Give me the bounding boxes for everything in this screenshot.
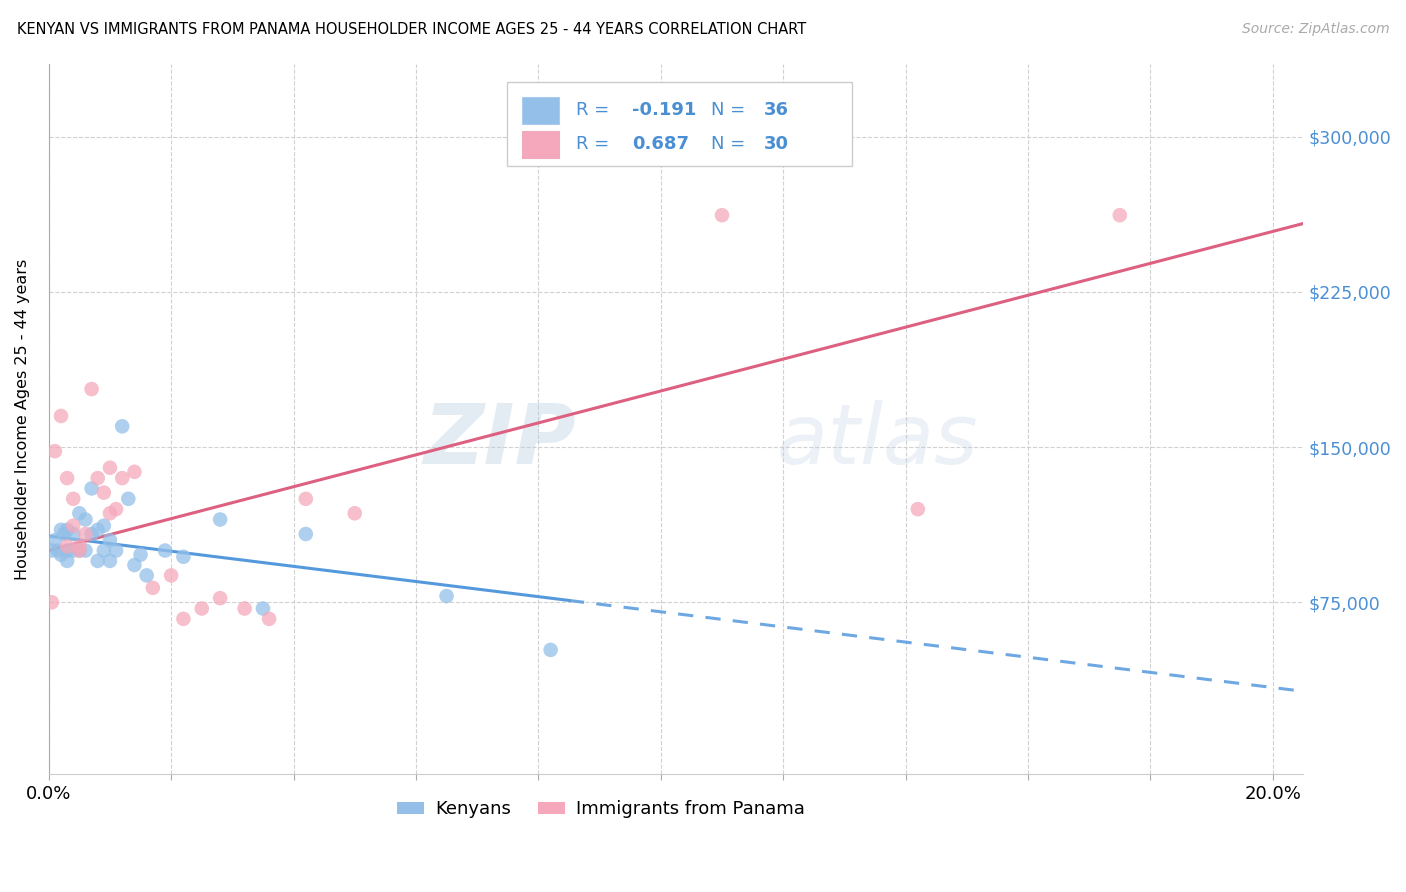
Point [75, 512, 97, 526]
FancyBboxPatch shape [522, 96, 560, 124]
Point [49, 548, 72, 562]
Point [86, 554, 108, 568]
Point [56, 471, 79, 485]
Point [67, 543, 90, 558]
Point [710, 208, 733, 222]
Point [98, 554, 121, 568]
Point [98, 506, 121, 520]
Point [56, 554, 79, 568]
Point [86, 471, 108, 485]
Point [111, 419, 134, 434]
Point [907, 502, 929, 516]
Point [190, 601, 212, 615]
Text: ZIP: ZIP [423, 400, 575, 481]
Point [142, 581, 165, 595]
Point [41, 595, 63, 609]
Point [93, 518, 115, 533]
Point [209, 591, 232, 606]
Point [257, 612, 280, 626]
Point [111, 471, 134, 485]
Point [67, 543, 90, 558]
Point [233, 601, 256, 615]
Point [56, 543, 79, 558]
Point [105, 502, 128, 516]
Point [67, 506, 90, 520]
Point [540, 643, 562, 657]
Point [436, 589, 458, 603]
Point [44, 444, 66, 458]
Text: -0.191: -0.191 [633, 101, 696, 120]
Point [62, 527, 84, 541]
FancyBboxPatch shape [506, 82, 852, 166]
Point [294, 527, 316, 541]
Point [98, 460, 121, 475]
Point [44, 533, 66, 548]
Point [105, 543, 128, 558]
Text: 36: 36 [763, 101, 789, 120]
Point [46, 543, 69, 558]
Point [93, 543, 115, 558]
Text: N =: N = [711, 101, 751, 120]
Point [62, 543, 84, 558]
Point [62, 518, 84, 533]
Text: R =: R = [575, 101, 614, 120]
Point [80, 382, 103, 396]
Point [49, 523, 72, 537]
Point [117, 491, 139, 506]
Point [172, 612, 194, 626]
Point [98, 533, 121, 548]
Legend: Kenyans, Immigrants from Panama: Kenyans, Immigrants from Panama [389, 793, 811, 825]
Point [294, 491, 316, 506]
Text: Source: ZipAtlas.com: Source: ZipAtlas.com [1241, 22, 1389, 37]
Point [343, 506, 366, 520]
Point [124, 465, 146, 479]
Point [172, 549, 194, 564]
Point [86, 523, 108, 537]
Point [153, 543, 176, 558]
Point [53, 527, 76, 541]
Point [135, 568, 157, 582]
Point [209, 512, 232, 526]
Text: KENYAN VS IMMIGRANTS FROM PANAMA HOUSEHOLDER INCOME AGES 25 - 44 YEARS CORRELATI: KENYAN VS IMMIGRANTS FROM PANAMA HOUSEHO… [17, 22, 806, 37]
Text: N =: N = [711, 136, 751, 153]
Point [75, 543, 97, 558]
Point [1108, 208, 1130, 222]
Point [67, 540, 90, 554]
Point [75, 527, 97, 541]
Text: 0.687: 0.687 [633, 136, 689, 153]
Point [62, 491, 84, 506]
Point [56, 523, 79, 537]
Text: atlas: atlas [776, 400, 979, 481]
Point [41, 543, 63, 558]
Point [252, 601, 274, 615]
Y-axis label: Householder Income Ages 25 - 44 years: Householder Income Ages 25 - 44 years [15, 259, 30, 580]
Point [129, 548, 152, 562]
Text: 30: 30 [763, 136, 789, 153]
Point [80, 527, 103, 541]
Point [49, 409, 72, 423]
Point [93, 485, 115, 500]
Text: R =: R = [575, 136, 614, 153]
Point [160, 568, 183, 582]
Point [56, 540, 79, 554]
Point [124, 558, 146, 572]
FancyBboxPatch shape [522, 131, 560, 158]
Point [80, 482, 103, 496]
